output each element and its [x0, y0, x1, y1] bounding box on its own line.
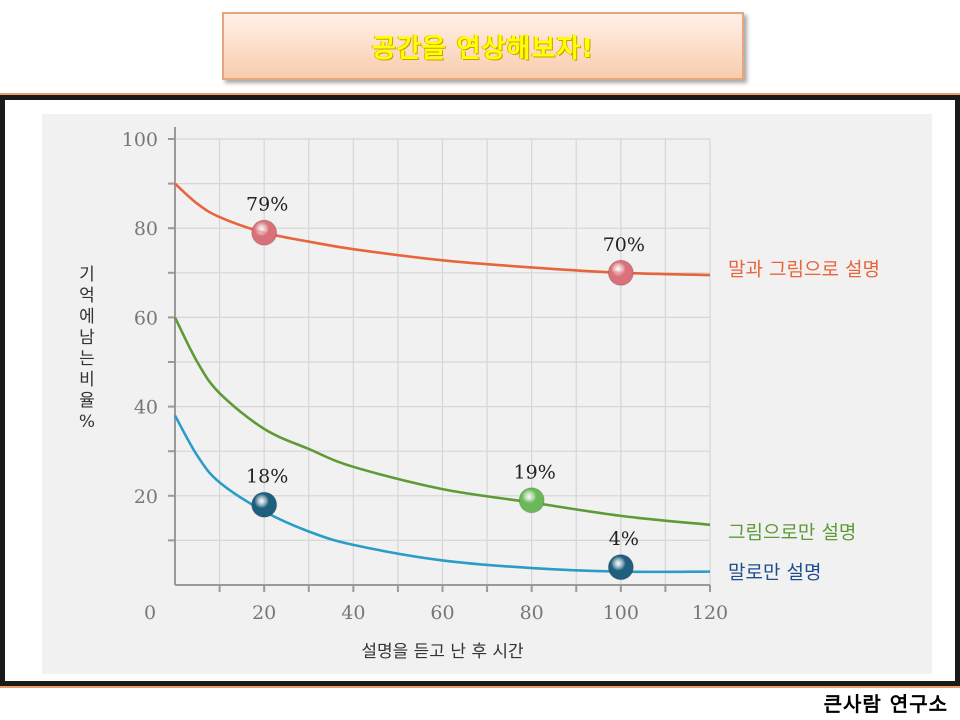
data-point-marker: [607, 259, 634, 286]
x-tick-label: 0: [144, 602, 156, 624]
y-tick-label: 80: [134, 218, 158, 240]
footer-credit: 큰사람 연구소: [823, 692, 948, 716]
data-label: 79%: [246, 194, 288, 216]
title-banner: 공간을 연상해보자!: [222, 12, 744, 80]
x-tick-label: 80: [520, 602, 544, 624]
series-name-3: 말로만 설명: [728, 562, 821, 584]
data-markers: [251, 219, 634, 581]
y-axis-title: 기 억 에 남 는 비 율%: [79, 265, 95, 432]
y-tick-label: 40: [134, 397, 158, 419]
axes: [168, 127, 711, 592]
data-point-marker: [607, 554, 634, 581]
series-line-3: [173, 414, 711, 574]
series-lines: [173, 182, 711, 574]
data-label: 18%: [246, 466, 288, 488]
series-line-2: [173, 316, 711, 527]
y-tick-label: 60: [134, 307, 158, 329]
series-name-1: 말과 그림으로 설명: [728, 258, 880, 280]
data-point-marker: [518, 487, 545, 514]
data-point-marker: [251, 219, 278, 246]
series-line-1: [174, 182, 711, 277]
data-label: 4%: [609, 528, 639, 550]
x-tick-label: 20: [252, 602, 276, 624]
x-tick-label: 120: [692, 602, 728, 624]
x-axis-title: 설명을 듣고 난 후 시간: [361, 642, 524, 662]
x-tick-label: 40: [341, 602, 365, 624]
y-tick-label: 20: [134, 486, 158, 508]
data-label: 70%: [603, 234, 645, 256]
data-point-marker: [251, 491, 278, 518]
x-tick-label: 100: [603, 602, 639, 624]
tick-labels: 0 20 40 60 80 100 120 20 40 60 80 100 설명을 듣고 난 후 시간 기…: [79, 129, 880, 662]
y-tick-label: 100: [122, 129, 158, 151]
banner-title: 공간을 연상해보자!: [371, 33, 595, 64]
x-tick-label: 60: [430, 602, 454, 624]
series-name-2: 그림으로만 설명: [728, 521, 856, 543]
data-label: 19%: [514, 461, 556, 483]
